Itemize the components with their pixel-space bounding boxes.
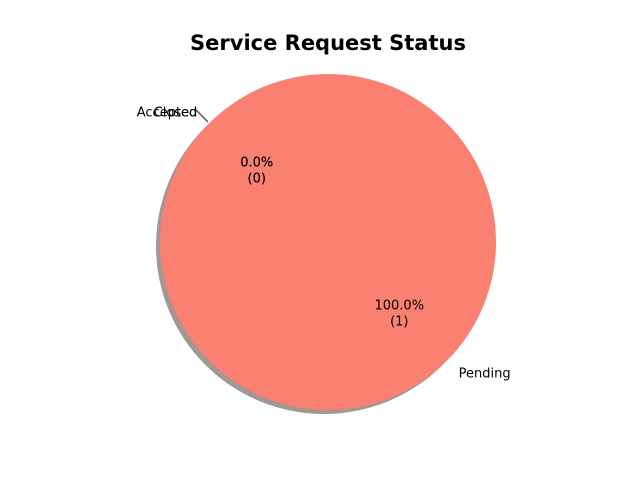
slice-label-closed: Closed [154,105,198,120]
pie-edge-closed [194,108,209,123]
percent-label-closed: 0.0% [240,156,273,171]
percent-label-accepted: 0.0% [240,156,273,171]
count-label-accepted: (0) [248,172,266,187]
chart-title: Service Request Status [190,31,466,55]
pie-slice-pending [160,74,496,410]
count-label-closed: (0) [248,172,266,187]
slice-label-pending: Pending [459,367,511,382]
slice-label-accepted: Accepted [137,105,198,120]
pie-slices [160,74,496,410]
pie-labels: Accepted0.0%(0)Closed0.0%(0)Pending100.0… [137,105,511,381]
pie-leader-lines [194,108,209,123]
percent-label-pending: 100.0% [374,298,424,313]
count-label-pending: (1) [390,314,408,329]
